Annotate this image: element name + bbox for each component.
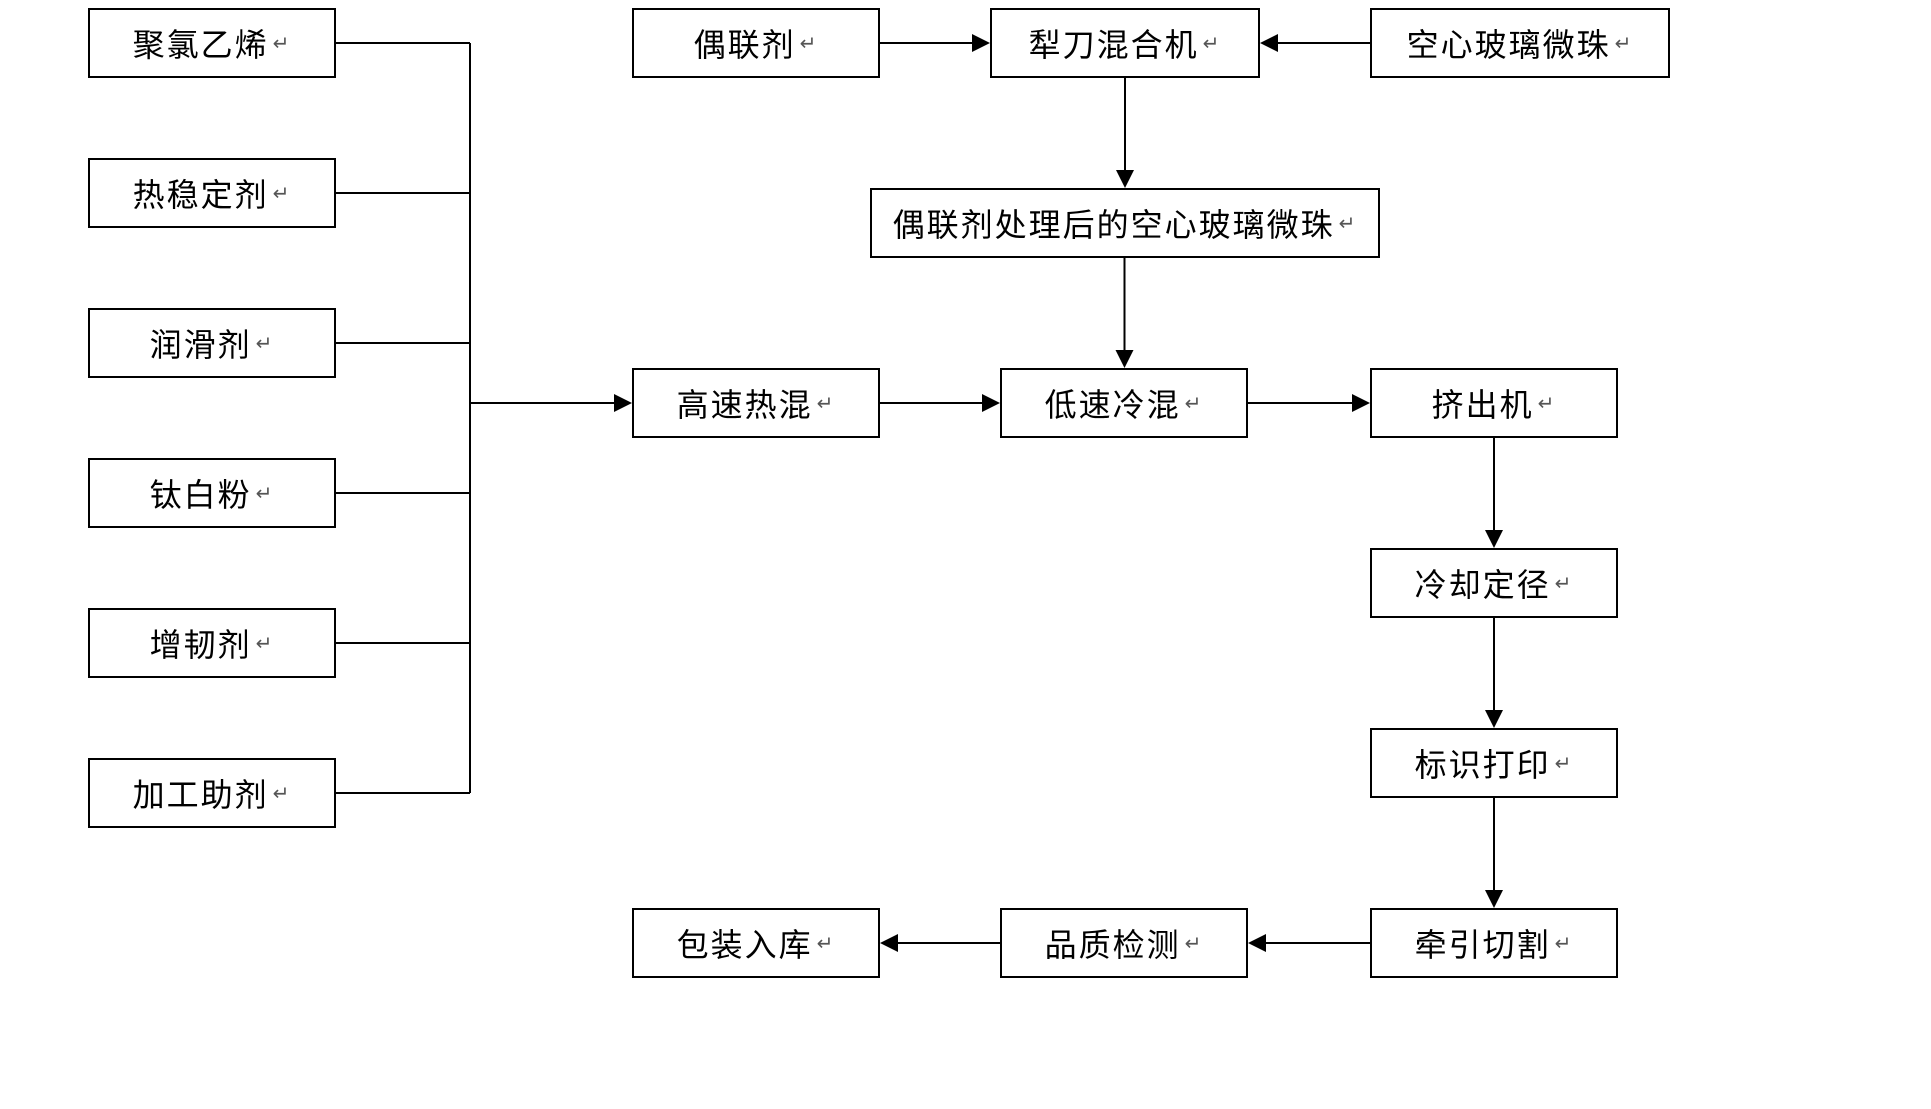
node-label: 品质检测	[1045, 920, 1181, 966]
node-in1: 聚氯乙烯↵	[88, 8, 336, 78]
enter-mark-icon: ↵	[1538, 391, 1557, 416]
enter-mark-icon: ↵	[1203, 31, 1222, 56]
node-label: 空心玻璃微珠	[1407, 20, 1611, 66]
node-label: 偶联剂	[694, 20, 796, 66]
node-in2: 热稳定剂↵	[88, 158, 336, 228]
node-label: 低速冷混	[1045, 380, 1181, 426]
node-in3: 润滑剂↵	[88, 308, 336, 378]
enter-mark-icon: ↵	[817, 931, 836, 956]
node-label: 聚氯乙烯	[133, 20, 269, 66]
node-cold-mix: 低速冷混↵	[1000, 368, 1248, 438]
enter-mark-icon: ↵	[1615, 31, 1634, 56]
node-label: 润滑剂	[150, 320, 252, 366]
node-label: 偶联剂处理后的空心玻璃微珠	[893, 200, 1335, 246]
flowchart-canvas: 聚氯乙烯↵ 热稳定剂↵ 润滑剂↵ 钛白粉↵ 增韧剂↵ 加工助剂↵ 偶联剂↵ 犁刀…	[0, 0, 1931, 1109]
enter-mark-icon: ↵	[256, 631, 275, 656]
node-label: 高速热混	[677, 380, 813, 426]
node-label: 增韧剂	[150, 620, 252, 666]
enter-mark-icon: ↵	[273, 781, 292, 806]
node-in5: 增韧剂↵	[88, 608, 336, 678]
node-in4: 钛白粉↵	[88, 458, 336, 528]
enter-mark-icon: ↵	[256, 331, 275, 356]
node-label: 牵引切割	[1415, 920, 1551, 966]
node-in6: 加工助剂↵	[88, 758, 336, 828]
enter-mark-icon: ↵	[273, 31, 292, 56]
enter-mark-icon: ↵	[1555, 751, 1574, 776]
node-cooling: 冷却定径↵	[1370, 548, 1618, 618]
node-label: 冷却定径	[1415, 560, 1551, 606]
enter-mark-icon: ↵	[1555, 931, 1574, 956]
node-coupling-agent: 偶联剂↵	[632, 8, 880, 78]
node-label: 犁刀混合机	[1029, 20, 1199, 66]
enter-mark-icon: ↵	[817, 391, 836, 416]
node-label: 加工助剂	[133, 770, 269, 816]
node-label: 标识打印	[1415, 740, 1551, 786]
node-label: 挤出机	[1432, 380, 1534, 426]
node-treated-beads: 偶联剂处理后的空心玻璃微珠↵	[870, 188, 1380, 258]
enter-mark-icon: ↵	[1555, 571, 1574, 596]
node-label: 包装入库	[677, 920, 813, 966]
enter-mark-icon: ↵	[1339, 211, 1358, 236]
enter-mark-icon: ↵	[1185, 931, 1204, 956]
enter-mark-icon: ↵	[1185, 391, 1204, 416]
node-glass-beads: 空心玻璃微珠↵	[1370, 8, 1670, 78]
enter-mark-icon: ↵	[256, 481, 275, 506]
node-packing: 包装入库↵	[632, 908, 880, 978]
node-hot-mix: 高速热混↵	[632, 368, 880, 438]
node-qc: 品质检测↵	[1000, 908, 1248, 978]
node-label: 热稳定剂	[133, 170, 269, 216]
enter-mark-icon: ↵	[273, 181, 292, 206]
node-extruder: 挤出机↵	[1370, 368, 1618, 438]
enter-mark-icon: ↵	[800, 31, 819, 56]
node-label: 钛白粉	[150, 470, 252, 516]
node-mixer: 犁刀混合机↵	[990, 8, 1260, 78]
node-cutting: 牵引切割↵	[1370, 908, 1618, 978]
node-marking: 标识打印↵	[1370, 728, 1618, 798]
